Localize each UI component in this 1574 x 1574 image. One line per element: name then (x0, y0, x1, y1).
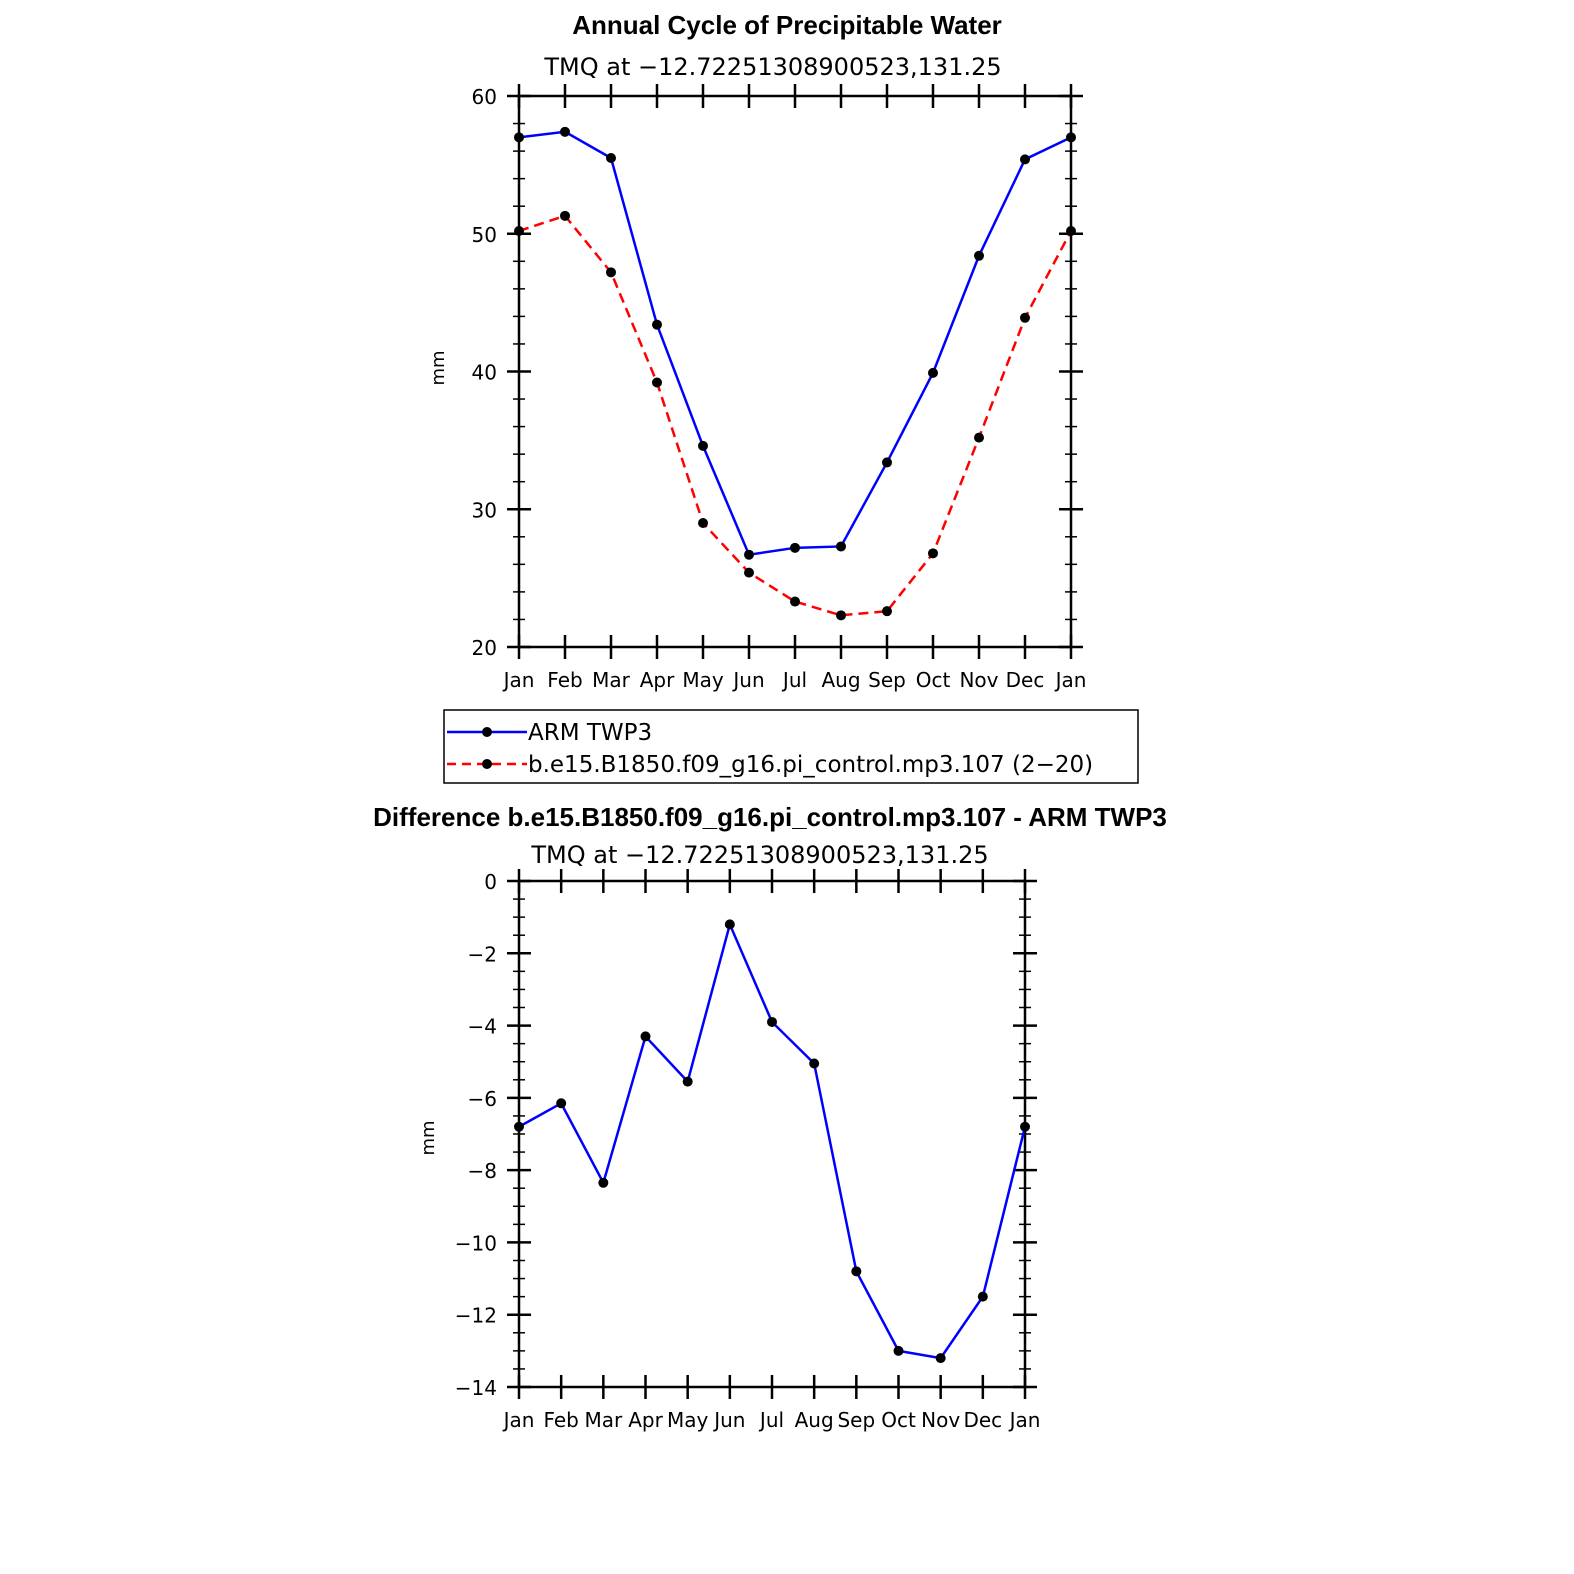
chart-1-series-1-point (652, 319, 662, 330)
chart-1-series-2-point (836, 610, 846, 621)
chart-1-ylabel: mm (428, 350, 449, 385)
chart-1-frame (517, 94, 1073, 649)
chart-2-series-1-point (640, 1031, 651, 1042)
chart-2-y-tick-label: −2 (468, 942, 497, 966)
chart-1-y-tick-label: 40 (472, 361, 497, 385)
chart-2-y-tick-label: −12 (455, 1304, 497, 1328)
chart-2-ylabel: mm (418, 1120, 439, 1155)
chart-2-series-1-point (767, 1016, 777, 1027)
legend-marker-model (482, 759, 492, 769)
chart-1-series-2-point (790, 596, 800, 607)
chart-2-x-tick-label: Aug (795, 1408, 834, 1432)
chart-1-series-2-point (882, 606, 892, 617)
chart-1-series-2-point (744, 567, 754, 578)
chart-2-subtitle: TMQ at −12.72251308900523,131.25 (530, 841, 988, 869)
chart-1-x-tick-label: Apr (640, 668, 675, 692)
legend: ARM TWP3 b.e15.B1850.f09_g16.pi_control.… (443, 709, 1139, 784)
chart-2-series-1-point (556, 1098, 567, 1109)
chart-2-x-tick-label: Feb (543, 1408, 578, 1432)
chart-2-x-tick-label: Dec (963, 1408, 1002, 1432)
chart-1-series-1-point (514, 132, 524, 143)
chart-1-x-tick-label: Oct (916, 668, 951, 692)
chart-2-y-tick-label: −10 (455, 1231, 497, 1255)
chart-2-x-tick-label: Jan (1008, 1408, 1041, 1432)
chart-1-series-1-point (1066, 132, 1076, 143)
chart-1-series-1-point (1020, 154, 1030, 165)
chart-1-series-2-point (606, 267, 616, 278)
chart-1-series-1-point (698, 440, 708, 451)
chart-1-series-1-point (882, 457, 892, 468)
chart-2-series-1-point (809, 1058, 820, 1069)
chart-2-series-1-point (598, 1177, 609, 1188)
chart-1-series-2-point (514, 225, 524, 236)
chart-1-title: Annual Cycle of Precipitable Water (572, 10, 1002, 40)
chart-1-series-2-point (698, 518, 708, 529)
chart-1-series-1-point (606, 152, 616, 163)
chart-2-y-tick-label: −8 (468, 1159, 497, 1183)
chart-1-series-1-point (974, 250, 984, 261)
chart-1-x-tick-label: Mar (592, 668, 631, 692)
chart-2-series-1-point (514, 1121, 524, 1132)
chart-1-x-tick-label: Feb (547, 668, 582, 692)
chart-2-series-1-point (893, 1345, 904, 1356)
chart-1-y-tick-label: 50 (472, 223, 497, 247)
chart-1-plot: Jan Feb Mar Apr May Jun Jul Aug Sep Oct Nov Dec Jan2… (472, 84, 1087, 692)
chart-1-series-2-point (928, 548, 938, 559)
chart-1-x-tick-label: Jul (781, 668, 807, 692)
chart-1-x-tick-label: Aug (821, 668, 860, 692)
chart-2-x-tick-label: Mar (584, 1408, 623, 1432)
chart-1-y-tick-label: 30 (472, 498, 497, 522)
chart-1-x-tick-label: Jun (731, 668, 764, 692)
chart-2-x-tick-label: Jan (502, 1408, 535, 1432)
chart-1-x-tick-label: Sep (868, 668, 906, 692)
chart-2-x-tick-label: Sep (837, 1408, 875, 1432)
chart-1-series-1-point (790, 542, 800, 553)
chart-1-series-1-point (560, 126, 570, 137)
chart-2-x-tick-label: Jun (712, 1408, 745, 1432)
chart-2-series-1-point (1020, 1121, 1030, 1132)
chart-1-series-1-point (836, 541, 846, 552)
chart-2-y-tick-label: −6 (468, 1087, 497, 1111)
chart-1-series-1-point (744, 549, 754, 560)
chart-1-x-tick-label: Jan (1054, 668, 1087, 692)
chart-1-series-2-point (1020, 312, 1030, 323)
chart-1-series-1-point (928, 367, 938, 378)
chart-1-y-tick-label: 20 (472, 636, 497, 660)
chart-1-series-1-line (518, 130, 1072, 557)
chart-2-x-tick-label: Nov (921, 1408, 960, 1432)
chart-1-series-2-point (1066, 225, 1076, 236)
chart-1-y-tick-label: 60 (472, 85, 497, 109)
chart-2-frame (517, 879, 1027, 1389)
chart-2-plot: Jan Feb Mar Apr May Jun Jul Aug Sep Oct Nov Dec Jan0… (455, 869, 1041, 1432)
chart-1-series-2-line (518, 214, 1073, 617)
chart-1-series-2-point (560, 210, 570, 221)
chart-2-y-tick-label: −14 (455, 1376, 497, 1400)
chart-1-x-tick-label: May (682, 668, 724, 692)
chart-2-y-tick-label: 0 (484, 870, 497, 894)
legend-label-arm: ARM TWP3 (528, 720, 652, 746)
legend-marker-arm (482, 727, 492, 737)
chart-2-title: Difference b.e15.B1850.f09_g16.pi_contro… (373, 802, 1167, 832)
legend-label-model: b.e15.B1850.f09_g16.pi_control.mp3.107 (… (528, 752, 1093, 778)
chart-2-x-tick-label: Jul (758, 1408, 784, 1432)
chart-1-subtitle: TMQ at −12.72251308900523,131.25 (543, 53, 1001, 81)
chart-2-series-1-point (851, 1266, 862, 1277)
chart-2-series-1-point (682, 1076, 693, 1087)
chart-1-x-tick-label: Jan (502, 668, 535, 692)
chart-2-series-1-point (935, 1353, 946, 1364)
chart-2-series-1-line (518, 920, 1027, 1360)
chart-2-x-tick-label: May (667, 1408, 709, 1432)
chart-1-x-tick-label: Dec (1006, 668, 1045, 692)
chart-2-series-1-point (977, 1291, 988, 1302)
chart-2-y-tick-label: −4 (468, 1015, 497, 1039)
chart-2-x-tick-label: Apr (628, 1408, 663, 1432)
legend-box (443, 709, 1139, 784)
chart-2-series-1-point (724, 919, 735, 930)
chart-1-x-tick-label: Nov (959, 668, 998, 692)
chart-1-series-2-point (974, 432, 984, 443)
chart-2-x-tick-label: Oct (881, 1408, 916, 1432)
chart-1-series-2-point (652, 377, 662, 388)
